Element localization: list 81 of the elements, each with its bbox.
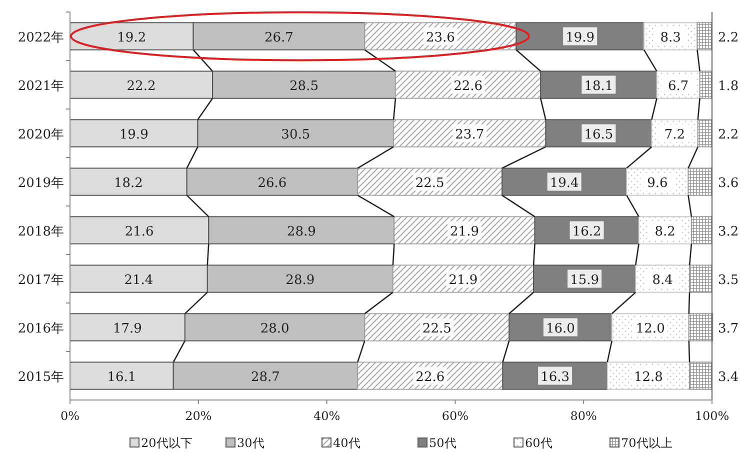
data-label: 26.6 <box>258 176 287 191</box>
data-label: 22.5 <box>422 321 452 336</box>
data-label: 9.6 <box>647 176 668 191</box>
bar <box>699 70 712 99</box>
data-label: 12.0 <box>636 321 665 336</box>
bar <box>688 168 712 196</box>
x-tick-label: 20% <box>185 409 212 423</box>
legend-label: 50代 <box>429 436 456 450</box>
legend-label: 30代 <box>237 436 264 450</box>
data-label: 28.0 <box>260 321 290 336</box>
legend-label: 40代 <box>333 436 360 450</box>
bar <box>394 70 542 99</box>
data-label: 16.3 <box>540 370 570 385</box>
y-tick-label: 2019年 <box>18 176 64 191</box>
bar <box>697 119 712 148</box>
data-label: 19.9 <box>566 30 595 46</box>
data-label: 3.2 <box>718 224 739 240</box>
data-label: 26.7 <box>264 30 294 46</box>
data-label: 15.9 <box>570 272 600 288</box>
data-label: 28.9 <box>286 272 315 288</box>
y-tick-label: 2022年 <box>18 30 64 46</box>
data-label: 19.9 <box>119 127 148 142</box>
bar <box>357 362 504 390</box>
data-label: 21.4 <box>124 272 154 288</box>
legend-label: 70代以上 <box>621 436 672 450</box>
data-label: 8.3 <box>660 30 681 46</box>
bar <box>393 119 546 148</box>
data-label: 22.6 <box>454 78 483 94</box>
bar <box>689 362 712 390</box>
data-label: 21.6 <box>124 224 154 240</box>
data-label: 19.2 <box>117 30 146 46</box>
data-label: 19.4 <box>550 176 579 191</box>
legend-label: 60代 <box>525 436 552 450</box>
x-tick-label: 0% <box>60 409 80 423</box>
data-label: 18.2 <box>114 176 143 191</box>
x-tick-label: 100% <box>694 409 730 423</box>
data-label: 16.5 <box>584 127 614 142</box>
data-label: 6.7 <box>668 78 689 94</box>
bar <box>696 22 712 50</box>
data-label: 22.6 <box>416 370 445 385</box>
bar <box>688 313 714 342</box>
bar <box>364 313 510 342</box>
data-label: 21.9 <box>450 224 479 240</box>
y-tick-label: 2021年 <box>18 78 64 94</box>
data-label: 7.2 <box>664 127 686 142</box>
data-label: 18.1 <box>584 78 614 94</box>
data-label: 2.2 <box>718 127 739 142</box>
data-label: 8.4 <box>652 272 673 288</box>
data-label: 3.6 <box>718 176 739 191</box>
data-label: 28.9 <box>286 224 316 240</box>
data-label: 17.9 <box>112 321 142 336</box>
data-label: 21.9 <box>448 272 478 288</box>
y-tick-label: 2017年 <box>18 272 64 288</box>
data-label: 16.1 <box>107 370 136 385</box>
data-label: 3.5 <box>718 272 739 288</box>
data-label: 23.7 <box>455 127 484 142</box>
x-tick-label: 80% <box>570 409 597 423</box>
data-label: 22.2 <box>126 78 156 94</box>
x-tick-label: 60% <box>442 409 469 423</box>
bar <box>357 168 503 196</box>
data-label: 22.5 <box>415 176 444 191</box>
bar <box>689 264 712 293</box>
data-label: 28.7 <box>251 370 280 385</box>
bar <box>690 216 712 244</box>
data-label: 16.0 <box>546 321 575 336</box>
legend-label: 20代以下 <box>141 436 192 450</box>
x-tick-label: 40% <box>313 409 340 423</box>
data-label: 2.2 <box>718 30 739 46</box>
data-label: 8.2 <box>654 224 676 240</box>
y-tick-label: 2018年 <box>18 224 64 240</box>
data-label: 12.8 <box>634 370 663 385</box>
data-label: 3.7 <box>718 321 739 336</box>
y-tick-label: 2020年 <box>18 127 64 142</box>
y-tick-label: 2016年 <box>18 321 64 336</box>
y-tick-label: 2015年 <box>18 370 64 385</box>
data-label: 28.5 <box>290 78 318 94</box>
data-label: 1.8 <box>718 78 739 94</box>
data-label: 3.4 <box>718 370 739 385</box>
data-label: 30.5 <box>281 127 310 142</box>
data-label: 23.6 <box>426 30 455 46</box>
data-label: 16.2 <box>572 224 602 240</box>
